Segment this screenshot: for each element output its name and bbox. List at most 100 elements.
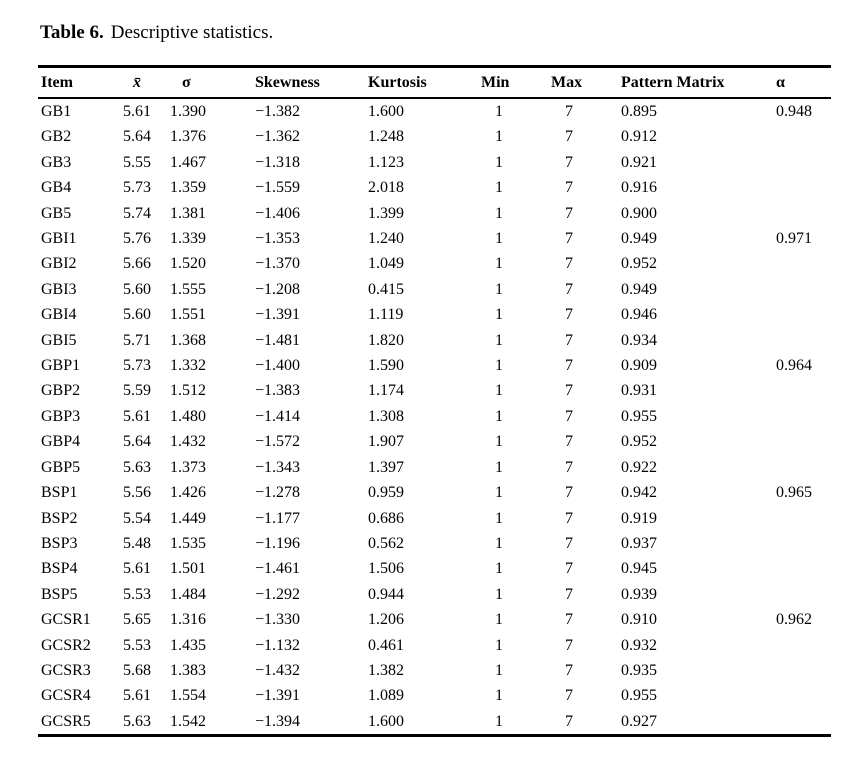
table-row: GBP1 5.73 1.332 −1.400 1.590 1 7 0.909 0.964 — [38, 353, 831, 378]
value-cell: 1.907 — [368, 433, 404, 451]
value-cell: 1 — [495, 433, 503, 451]
value-cell: 0.937 — [621, 534, 657, 552]
item-cell: GCSR2 — [41, 636, 91, 654]
value-cell: 1 — [495, 103, 503, 120]
value-cell: 1.119 — [368, 306, 404, 324]
value-cell: 1.123 — [368, 153, 404, 171]
value-cell: −1.278 — [255, 484, 301, 502]
value-cell: 1.248 — [368, 128, 404, 146]
value-cell: 1 — [495, 357, 503, 375]
column-header: Item — [41, 73, 73, 91]
value-cell: 0.952 — [621, 433, 657, 451]
value-cell — [776, 201, 831, 226]
value-cell: 1 — [495, 204, 503, 222]
value-cell: −1.559 — [255, 179, 301, 197]
value-cell: 7 — [565, 179, 573, 197]
value-cell: 5.63 — [123, 458, 151, 476]
value-cell: 0.934 — [621, 331, 657, 349]
item-cell: GB3 — [41, 153, 72, 171]
value-cell: 0.948 — [776, 103, 812, 120]
page-content: Table 6. Descriptive statistics. Item x̄ σ S… — [38, 22, 831, 738]
table-row: GB3 5.55 1.467 −1.318 1.123 1 7 0.921 — [38, 150, 831, 175]
table-row: GCSR5 5.63 1.542 −1.394 1.600 1 7 0.927 — [38, 709, 831, 736]
column-header: Max — [551, 73, 583, 91]
value-cell: 0.910 — [621, 611, 657, 629]
value-cell: 5.76 — [123, 230, 151, 248]
table-row: GCSR3 5.68 1.383 −1.432 1.382 1 7 0.935 — [38, 658, 831, 683]
value-cell: 1 — [495, 153, 503, 171]
value-cell: 1.432 — [170, 433, 206, 451]
value-cell: 1.368 — [170, 331, 206, 349]
value-cell: 1.467 — [170, 153, 206, 171]
table-row: GB2 5.64 1.376 −1.362 1.248 1 7 0.912 — [38, 124, 831, 149]
value-cell: −1.572 — [255, 433, 301, 451]
descriptive-statistics-table: Item x̄ σ Skewness Kurtosis Min Max Pattern Mat… — [38, 65, 831, 738]
value-cell: 1.174 — [368, 382, 404, 400]
item-cell: GBP3 — [41, 407, 81, 425]
value-cell: −1.196 — [255, 534, 301, 552]
value-cell: 1.332 — [170, 357, 206, 375]
column-header: σ — [182, 73, 191, 91]
value-cell: 0.919 — [621, 509, 657, 527]
value-cell: 0.916 — [621, 179, 657, 197]
item-cell: BSP3 — [41, 534, 78, 552]
value-cell: −1.406 — [255, 204, 301, 222]
value-cell: 0.921 — [621, 153, 657, 171]
value-cell: 1.480 — [170, 407, 206, 425]
value-cell: −1.461 — [255, 560, 301, 578]
value-cell: 1.381 — [170, 204, 206, 222]
table-row: GBI2 5.66 1.520 −1.370 1.049 1 7 0.952 — [38, 251, 831, 276]
value-cell: 1.484 — [170, 585, 206, 603]
value-cell: 0.964 — [776, 357, 812, 375]
value-cell: 0.952 — [621, 255, 657, 273]
value-cell: 0.931 — [621, 382, 657, 400]
value-cell: 1 — [495, 179, 503, 197]
table-row: GB4 5.73 1.359 −1.559 2.018 1 7 0.916 — [38, 175, 831, 200]
value-cell: 0.562 — [368, 534, 404, 552]
value-cell: 5.60 — [123, 280, 151, 298]
value-cell: 0.971 — [776, 230, 812, 248]
value-cell: 0.955 — [621, 687, 657, 705]
item-cell: BSP5 — [41, 585, 78, 603]
value-cell: 5.74 — [123, 204, 151, 222]
table-row: GBP3 5.61 1.480 −1.414 1.308 1 7 0.955 — [38, 404, 831, 429]
value-cell: 1.535 — [170, 534, 206, 552]
value-cell: 0.895 — [621, 103, 657, 120]
value-cell: 1 — [495, 661, 503, 679]
value-cell: 5.53 — [123, 636, 151, 654]
value-cell: 7 — [565, 128, 573, 146]
item-cell: BSP4 — [41, 560, 78, 578]
value-cell — [776, 709, 831, 736]
value-cell: 1.316 — [170, 611, 206, 629]
value-cell: −1.394 — [255, 712, 301, 730]
value-cell: 7 — [565, 230, 573, 248]
value-cell: 1 — [495, 407, 503, 425]
value-cell: 1.308 — [368, 407, 404, 425]
table-row: GBI3 5.60 1.555 −1.208 0.415 1 7 0.949 — [38, 277, 831, 302]
item-cell: GBI4 — [41, 306, 77, 324]
item-cell: BSP1 — [41, 484, 78, 502]
value-cell: 7 — [565, 280, 573, 298]
value-cell: 1.554 — [170, 687, 206, 705]
value-cell: −1.353 — [255, 230, 301, 248]
value-cell: 1.049 — [368, 255, 404, 273]
value-cell: 7 — [565, 331, 573, 349]
value-cell: 7 — [565, 153, 573, 171]
value-cell — [776, 582, 831, 607]
value-cell: 1.382 — [368, 661, 404, 679]
value-cell: 1 — [495, 560, 503, 578]
value-cell: 1 — [495, 585, 503, 603]
value-cell: −1.330 — [255, 611, 301, 629]
value-cell: 1 — [495, 331, 503, 349]
value-cell: 1 — [495, 230, 503, 248]
value-cell: 7 — [565, 509, 573, 527]
table-caption-label: Table 6. — [40, 22, 104, 43]
value-cell: 1 — [495, 636, 503, 654]
value-cell: 1.399 — [368, 204, 404, 222]
value-cell: 0.939 — [621, 585, 657, 603]
value-cell: 7 — [565, 204, 573, 222]
value-cell: 5.64 — [123, 128, 151, 146]
value-cell: 1.383 — [170, 661, 206, 679]
value-cell: −1.400 — [255, 357, 301, 375]
